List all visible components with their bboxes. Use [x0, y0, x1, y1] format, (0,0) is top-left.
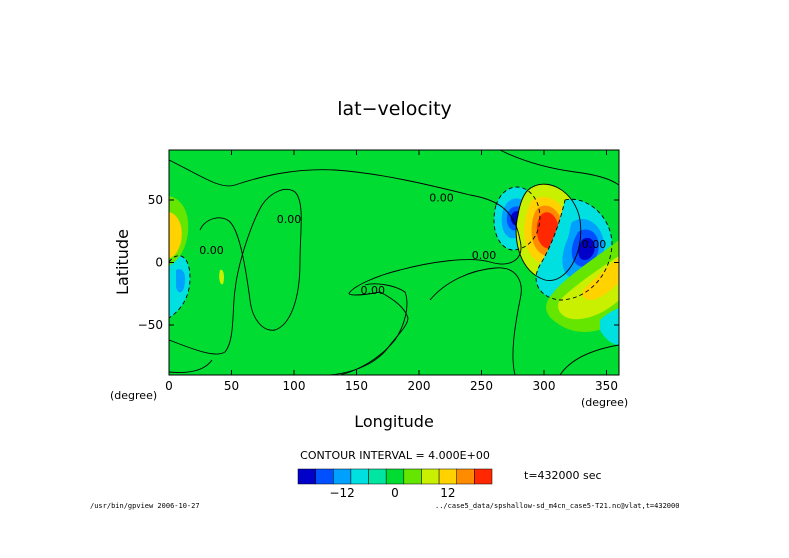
- contour-line-zero-7: [559, 344, 619, 375]
- colorbar-swatch: [456, 468, 475, 485]
- contour-label: 0.00: [361, 284, 386, 297]
- colorbar-swatch: [368, 468, 387, 485]
- contour-label: 0.00: [199, 244, 224, 257]
- y-tick-label: 50: [148, 193, 163, 207]
- colorbar-swatch: [438, 468, 457, 485]
- contour-labels: 0.00 0.00 0.00 0.00 0.00 0.00: [199, 192, 606, 298]
- contour-line-zero-3: [339, 283, 408, 375]
- x-axis: 0 50 100 150 200 250 300 350: [165, 150, 618, 393]
- x-tick-label: 300: [533, 379, 556, 393]
- footer-left: /usr/bin/gpview 2006-10-27: [90, 502, 200, 510]
- colorbar-tick-label: −12: [329, 486, 354, 500]
- contour-line-zero-2: [169, 188, 302, 355]
- x-axis-title: Longitude: [354, 412, 434, 431]
- time-label: t=432000 sec: [524, 469, 602, 482]
- contour-line-neg-2: [535, 198, 613, 301]
- contour-line-zero-5: [429, 267, 522, 375]
- y-axis: −50 0 50: [138, 193, 619, 332]
- colorbar-tick-label: 12: [440, 486, 455, 500]
- contour-region-pos-small: [219, 269, 224, 285]
- x-tick-label: 0: [165, 379, 173, 393]
- contour-region-neg-left-inner: [175, 269, 186, 293]
- x-tick-label: 350: [595, 379, 618, 393]
- x-tick-label: 50: [224, 379, 239, 393]
- colorbar-tick-label: 0: [391, 486, 399, 500]
- contour-line-zero-4: [169, 359, 213, 373]
- contour-region-pos-core2b: [582, 258, 619, 300]
- y-tick-label: 0: [155, 256, 163, 270]
- contour-region-neg-core2c: [578, 237, 595, 260]
- contour-line-neg-3: [169, 255, 191, 319]
- contour-label: 0.00: [582, 238, 607, 251]
- contour-line-zero: [169, 159, 522, 375]
- colorbar-swatch: [385, 468, 405, 485]
- colorbar: −12 0 12: [297, 468, 493, 500]
- y-tick-label: −50: [138, 318, 163, 332]
- colorbar-swatch: [350, 468, 369, 485]
- contour-region-neg-band3: [600, 308, 619, 345]
- x-tick-label: 200: [408, 379, 431, 393]
- colorbar-swatch: [403, 468, 422, 485]
- contour-lines: [169, 150, 619, 375]
- contour-label: 0.00: [429, 192, 454, 205]
- contour-region-pos-left-inner: [169, 212, 182, 258]
- contour-label: 0.00: [277, 213, 302, 226]
- colorbar-swatch: [297, 468, 316, 485]
- x-tick-label: 150: [345, 379, 368, 393]
- contour-line-pos: [515, 183, 582, 281]
- colorbar-swatch: [315, 468, 334, 485]
- y-axis-title: Latitude: [113, 229, 132, 295]
- contour-fields: [169, 184, 619, 345]
- footer-right: ../case5_data/spshallow-sd_m4cn_case5-T2…: [435, 502, 679, 510]
- x-tick-label: 100: [283, 379, 306, 393]
- colorbar-swatch: [421, 468, 440, 485]
- colorbar-swatch: [333, 468, 352, 485]
- y-axis-unit: (degree): [110, 389, 157, 402]
- contour-interval-label: CONTOUR INTERVAL = 4.000E+00: [300, 449, 490, 462]
- chart-title: lat−velocity: [337, 98, 452, 120]
- x-tick-label: 250: [470, 379, 493, 393]
- colorbar-swatch: [474, 468, 493, 485]
- contour-label: 0.00: [472, 249, 497, 262]
- contour-line-neg: [493, 186, 541, 251]
- contour-line-zero-6: [499, 150, 619, 186]
- x-axis-unit: (degree): [581, 396, 628, 409]
